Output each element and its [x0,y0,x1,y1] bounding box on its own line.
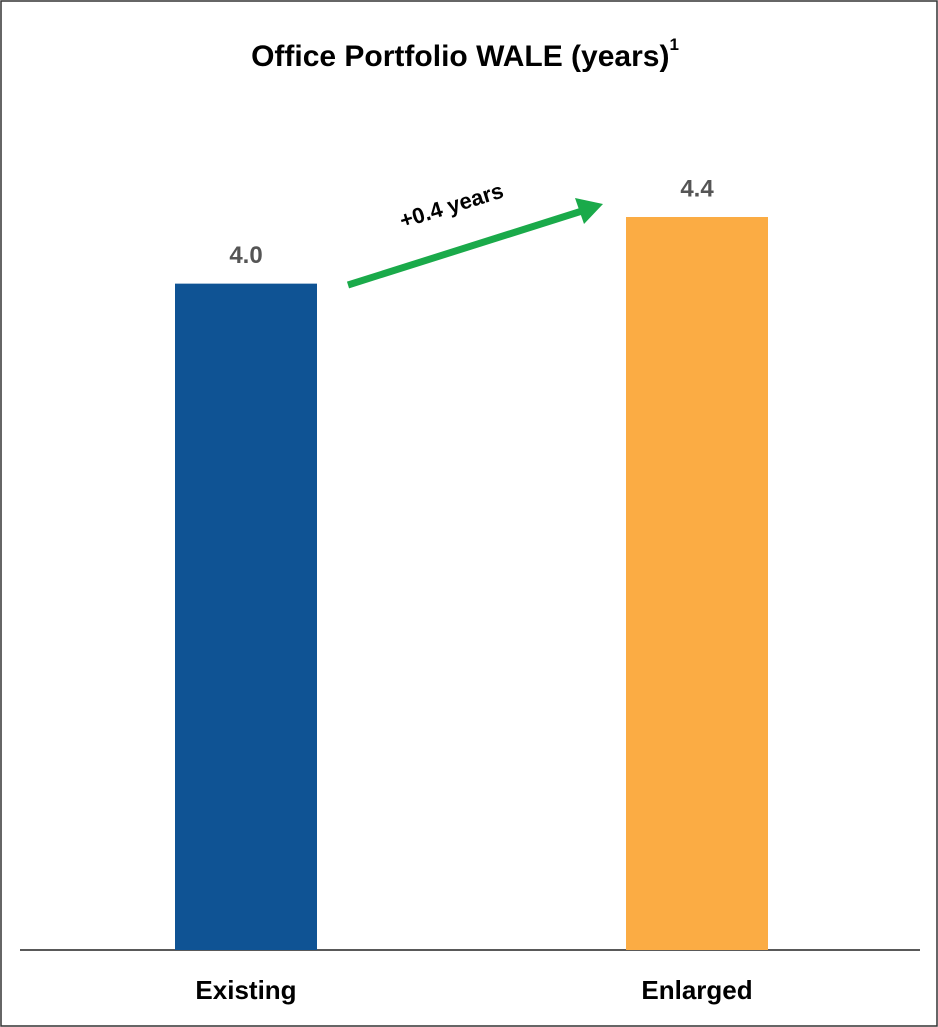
bar [175,283,317,950]
chart-title: Office Portfolio WALE (years)1 [251,35,679,72]
title-superscript: 1 [669,35,678,54]
change-arrow [346,198,603,289]
title-text: Office Portfolio WALE (years) [251,40,669,73]
x-tick-label: Enlarged [641,975,752,1005]
bar [626,217,768,950]
x-tick-label: Existing [195,975,296,1005]
arrow-head [575,198,603,224]
arrow-shaft [346,207,584,289]
value-label: 4.0 [229,242,262,269]
value-label: 4.4 [680,175,714,202]
